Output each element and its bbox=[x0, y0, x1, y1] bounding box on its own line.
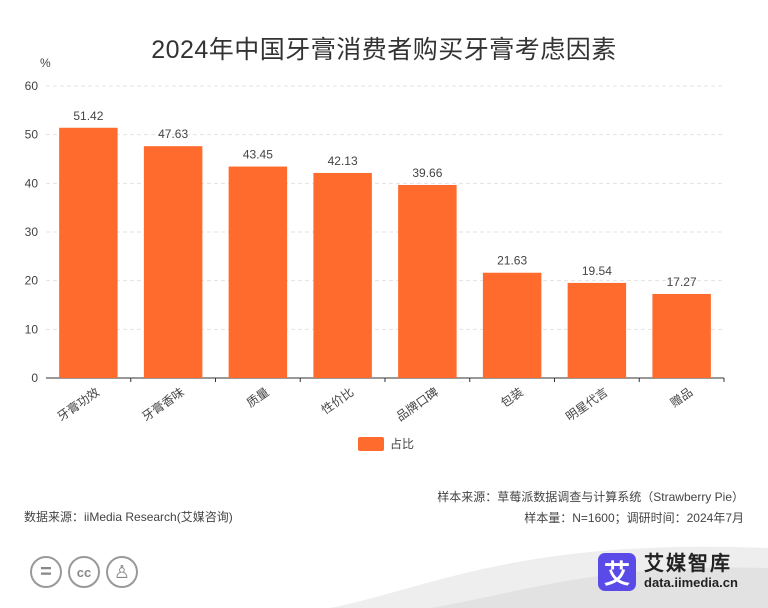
data-label: 42.13 bbox=[328, 154, 358, 168]
bar bbox=[59, 127, 118, 378]
data-source: 数据来源：iiMedia Research(艾媒咨询) bbox=[24, 510, 233, 524]
sample-info: 样本量：N=1600；调研时间：2024年7月 bbox=[524, 511, 744, 525]
data-label: 19.54 bbox=[582, 264, 612, 278]
license-icons: = cc ♙ bbox=[30, 556, 138, 588]
x-tick-label: 品牌口碑 bbox=[393, 384, 441, 424]
brand-name: 艾媒智库 bbox=[644, 553, 732, 575]
data-label: 43.45 bbox=[243, 148, 273, 162]
x-tick-label: 包装 bbox=[498, 385, 526, 410]
bar bbox=[652, 293, 711, 378]
y-tick-label: 30 bbox=[25, 225, 39, 239]
y-tick-label: 60 bbox=[25, 79, 39, 93]
x-tick-label: 赠品 bbox=[668, 385, 696, 410]
bar bbox=[567, 282, 627, 378]
brand: 艾 艾媒智库 data.iimedia.cn bbox=[598, 553, 738, 591]
brand-logo-icon: 艾 bbox=[598, 553, 636, 591]
bar bbox=[398, 184, 457, 378]
bar bbox=[143, 146, 203, 378]
legend: 占比 bbox=[358, 435, 414, 452]
legend-swatch bbox=[358, 436, 384, 451]
y-tick-label: 20 bbox=[25, 274, 39, 288]
bar bbox=[313, 172, 372, 378]
y-axis-unit: % bbox=[40, 56, 51, 70]
x-tick-label: 性价比 bbox=[319, 385, 357, 417]
person-icon: ♙ bbox=[106, 556, 138, 588]
brand-url: data.iimedia.cn bbox=[644, 575, 738, 590]
cc-icon: cc bbox=[68, 556, 100, 588]
data-label: 17.27 bbox=[667, 275, 697, 289]
x-tick-label: 质量 bbox=[244, 385, 272, 410]
y-tick-label: 40 bbox=[25, 176, 39, 190]
bar bbox=[482, 272, 542, 378]
legend-label: 占比 bbox=[390, 437, 415, 451]
x-tick-label: 明星代言 bbox=[563, 385, 610, 424]
y-tick-label: 10 bbox=[25, 322, 39, 336]
equal-icon: = bbox=[30, 556, 62, 588]
bar bbox=[228, 166, 288, 378]
data-label: 47.63 bbox=[158, 127, 188, 141]
data-label: 21.63 bbox=[497, 254, 527, 268]
x-tick-label: 牙膏功效 bbox=[54, 384, 102, 424]
y-tick-label: 0 bbox=[31, 371, 38, 385]
chart-title: 2024年中国牙膏消费者购买牙膏考虑因素 bbox=[151, 36, 617, 64]
bar-chart: 0 10 20 30 40 50 60 51.42 牙膏功效 47.63 牙膏香味 43.45 质量 42… bbox=[25, 79, 725, 424]
x-tick-label: 牙膏香味 bbox=[139, 384, 187, 424]
sample-source: 样本来源：草莓派数据调查与计算系统（Strawberry Pie） bbox=[437, 490, 744, 504]
data-label: 51.42 bbox=[73, 109, 103, 123]
data-label: 39.66 bbox=[412, 166, 442, 180]
y-tick-label: 50 bbox=[25, 128, 39, 142]
